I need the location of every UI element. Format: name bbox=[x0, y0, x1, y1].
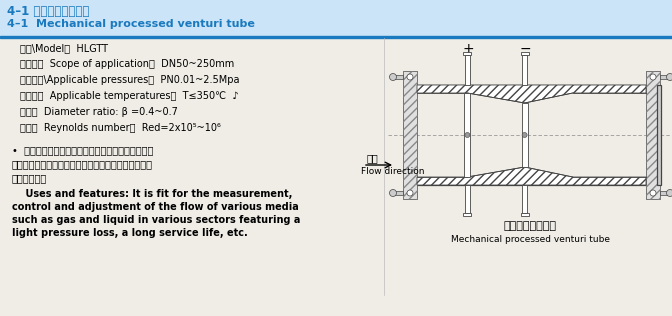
Text: Flow direction: Flow direction bbox=[361, 167, 425, 176]
Circle shape bbox=[650, 190, 656, 196]
Text: such as gas and liquid in various sectors featuring a: such as gas and liquid in various sector… bbox=[12, 215, 300, 225]
Text: light pressure loss, a long service life, etc.: light pressure loss, a long service life… bbox=[12, 228, 248, 238]
Bar bbox=[464, 93, 470, 177]
Bar bbox=[464, 52, 471, 55]
Text: 4–1 机械加工文丘里管: 4–1 机械加工文丘里管 bbox=[7, 5, 89, 18]
Circle shape bbox=[667, 74, 672, 81]
Bar bbox=[395, 191, 403, 195]
Text: +: + bbox=[462, 42, 474, 56]
Bar bbox=[403, 71, 417, 199]
Text: 机械加工文丘里管: 机械加工文丘里管 bbox=[504, 221, 557, 231]
Bar bbox=[521, 213, 529, 216]
Circle shape bbox=[407, 190, 413, 196]
Bar bbox=[0, 0, 672, 36]
Circle shape bbox=[650, 74, 656, 80]
Text: 的流量测量、控制和调节。它具有压力损失小，使用寿: 的流量测量、控制和调节。它具有压力损失小，使用寿 bbox=[12, 159, 153, 169]
Circle shape bbox=[390, 74, 396, 81]
Text: 适用温度  Applicable temperatures：  T≤350℃  ♪: 适用温度 Applicable temperatures： T≤350℃ ♪ bbox=[20, 91, 239, 101]
Circle shape bbox=[522, 132, 527, 137]
Circle shape bbox=[465, 132, 470, 137]
Bar bbox=[403, 71, 417, 199]
Text: control and adjustment of the flow of various media: control and adjustment of the flow of va… bbox=[12, 202, 299, 212]
Bar bbox=[521, 103, 528, 167]
Bar bbox=[395, 75, 403, 79]
Text: 命长等特点。: 命长等特点。 bbox=[12, 173, 47, 183]
Bar bbox=[646, 71, 660, 199]
Bar bbox=[657, 85, 661, 185]
Text: •  用途及特点：适用于各种行业中气体、液体等介质: • 用途及特点：适用于各种行业中气体、液体等介质 bbox=[12, 145, 153, 155]
Text: −: − bbox=[519, 42, 532, 56]
Bar bbox=[522, 55, 527, 85]
Text: 适用压力\Applicable pressures：  PN0.01~2.5Mpa: 适用压力\Applicable pressures： PN0.01~2.5Mpa bbox=[20, 75, 239, 85]
Polygon shape bbox=[417, 85, 646, 103]
Bar bbox=[0, 36, 672, 38]
Text: 4–1  Mechanical processed venturi tube: 4–1 Mechanical processed venturi tube bbox=[7, 19, 255, 29]
Circle shape bbox=[390, 190, 396, 197]
Text: 流向: 流向 bbox=[367, 153, 379, 163]
Circle shape bbox=[407, 74, 413, 80]
Text: 适用范围  Scope of application：  DN50~250mm: 适用范围 Scope of application： DN50~250mm bbox=[20, 59, 235, 69]
Bar bbox=[465, 185, 470, 213]
Bar bbox=[521, 52, 529, 55]
Bar bbox=[522, 185, 527, 213]
Text: 直径比  Diameter ratio: β =0.4~0.7: 直径比 Diameter ratio: β =0.4~0.7 bbox=[20, 107, 178, 117]
Bar bbox=[660, 191, 668, 195]
Bar bbox=[464, 213, 471, 216]
Text: Uses and features: It is fit for the measurement,: Uses and features: It is fit for the mea… bbox=[12, 189, 292, 199]
Text: 型号\Model：  HLGTT: 型号\Model： HLGTT bbox=[20, 43, 108, 53]
Text: 雷诺数  Reynolds number：  Red=2x10⁵~10⁶: 雷诺数 Reynolds number： Red=2x10⁵~10⁶ bbox=[20, 123, 221, 133]
Circle shape bbox=[667, 190, 672, 197]
Bar bbox=[646, 71, 660, 199]
Polygon shape bbox=[417, 167, 646, 185]
Text: Mechanical processed venturi tube: Mechanical processed venturi tube bbox=[451, 235, 610, 244]
Bar bbox=[465, 55, 470, 85]
Bar bbox=[660, 75, 668, 79]
